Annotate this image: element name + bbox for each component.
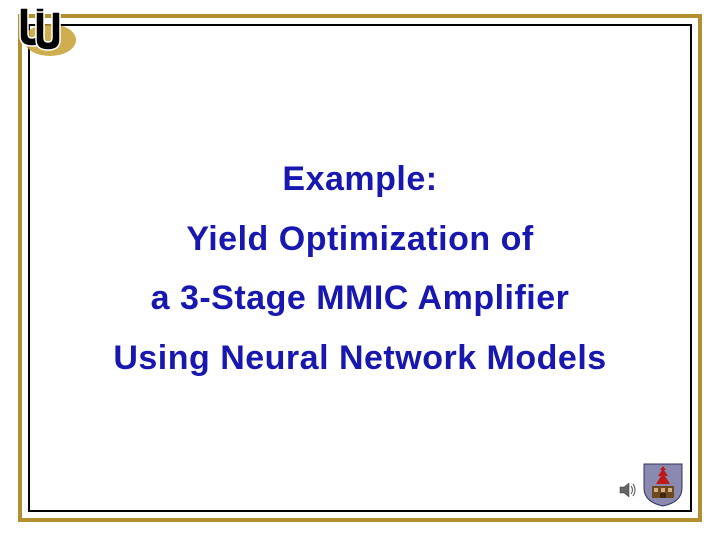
title-line-4: Using Neural Network Models bbox=[60, 329, 660, 389]
title-line-1: Example: bbox=[60, 150, 660, 210]
slide-title-block: Example: Yield Optimization of a 3-Stage… bbox=[60, 150, 660, 388]
title-line-3: a 3-Stage MMIC Amplifier bbox=[60, 269, 660, 329]
shield-crest-logo-icon bbox=[640, 458, 686, 508]
speaker-icon bbox=[618, 480, 638, 500]
title-line-2: Yield Optimization of bbox=[60, 210, 660, 270]
cu-logo-icon bbox=[10, 4, 80, 60]
